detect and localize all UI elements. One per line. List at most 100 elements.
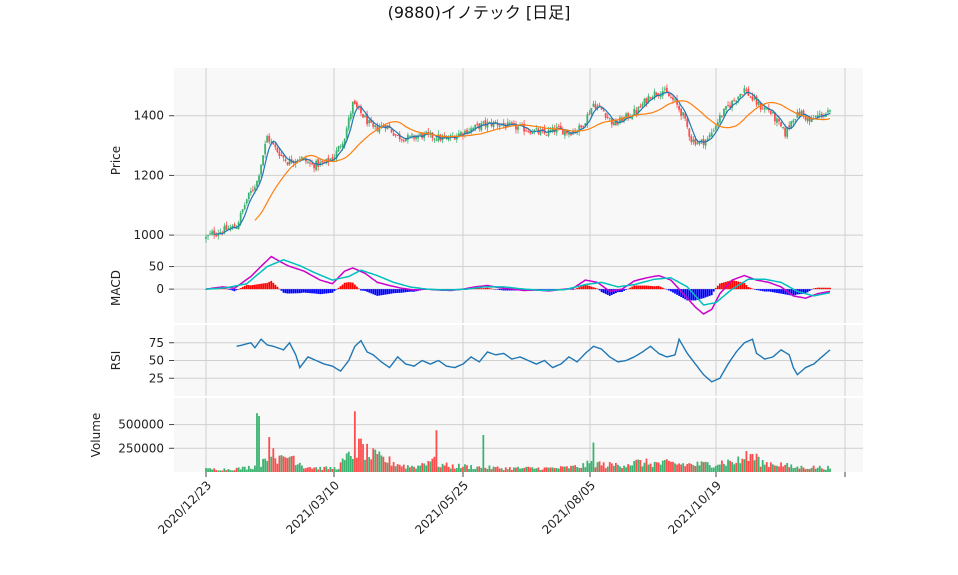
volume-bar (772, 464, 774, 472)
macd-hist-bar (655, 286, 658, 290)
macd-hist-bar (392, 289, 395, 294)
ytick-label-price: 1000 (133, 228, 164, 242)
candle-body (372, 123, 375, 127)
volume-bar (578, 467, 581, 472)
macd-hist-bar (543, 289, 546, 290)
candle-body (349, 113, 352, 120)
volume-bar (820, 468, 823, 472)
macd-hist-bar (672, 289, 674, 293)
macd-hist-bar (496, 289, 499, 290)
volume-bar (468, 469, 470, 472)
volume-bar (769, 462, 772, 472)
macd-hist-bar (714, 288, 717, 290)
volume-bar (360, 438, 362, 472)
volume-bar (806, 468, 809, 472)
volume-bar (792, 467, 795, 472)
volume-bar (686, 464, 689, 472)
candle-body (780, 122, 782, 127)
volume-bar (247, 465, 250, 472)
candle-body (582, 125, 585, 128)
candle-body (225, 224, 228, 230)
macd-hist-bar (704, 289, 707, 298)
macd-hist-bar (676, 289, 678, 295)
macd-hist-bar (570, 289, 572, 290)
volume-bar (513, 467, 515, 472)
candle-body (264, 143, 267, 155)
candle-body (776, 118, 778, 123)
ytick-label-price: 1400 (133, 109, 164, 123)
macd-hist-bar (670, 289, 672, 292)
xtick-label: 2021/05/25 (412, 478, 471, 537)
volume-bar (602, 462, 605, 472)
macd-hist-bar (820, 287, 823, 290)
candle-body (647, 96, 650, 102)
volume-bar (411, 465, 413, 472)
volume-bar (421, 463, 424, 472)
candle-body (490, 122, 493, 127)
candle-body (262, 155, 264, 166)
macd-hist-bar (718, 283, 721, 290)
candle-body (484, 120, 487, 127)
macd-hist-bar (300, 289, 303, 293)
macd-hist-bar (247, 285, 250, 290)
candle-body (254, 187, 256, 190)
volume-bar (663, 459, 666, 472)
volume-bar (215, 470, 218, 472)
volume-bar (362, 444, 364, 472)
volume-bar (529, 467, 532, 472)
volume-bar (647, 464, 650, 472)
macd-hist-bar (810, 289, 813, 290)
macd-hist-bar (739, 282, 742, 290)
volume-bar (741, 458, 744, 472)
volume-bar (433, 456, 436, 472)
candle-body (276, 147, 279, 152)
volume-bar (245, 469, 248, 472)
candle-body (480, 123, 483, 131)
volume-bar (767, 467, 770, 472)
candle-body (557, 126, 560, 128)
volume-bar (249, 468, 252, 472)
volume-bar (684, 466, 687, 472)
candle-body (415, 136, 417, 139)
volume-bar (278, 455, 281, 472)
macd-hist-bar (663, 288, 666, 290)
macd-hist-bar (716, 285, 719, 290)
signal-line (205, 258, 831, 306)
macd-hist-bar (390, 289, 393, 294)
candle-body (698, 141, 701, 145)
candle-body (810, 117, 813, 123)
candle-body (243, 205, 246, 210)
candle-body (284, 159, 287, 161)
candle-body (710, 132, 713, 137)
macd-hist-bar (266, 283, 269, 290)
volume-bar (364, 459, 366, 472)
macd-hist-bar (494, 289, 497, 290)
candle-body (541, 129, 544, 131)
volume-bar (455, 468, 458, 472)
candle-body (476, 123, 479, 125)
volume-bar (241, 466, 244, 472)
volume-bar (778, 466, 780, 472)
volume-bar (486, 468, 489, 472)
volume-bar (482, 435, 485, 472)
volume-bar (688, 463, 691, 472)
volume-bar (470, 465, 472, 472)
macd-hist-bar (690, 289, 693, 301)
macd-hist-bar (725, 281, 727, 290)
macd-hist-bar (370, 289, 373, 294)
candle-body (464, 130, 466, 135)
candle-body (411, 134, 413, 136)
candle-body (737, 96, 740, 100)
candle-body (498, 125, 501, 127)
macd-hist-bar (619, 289, 621, 293)
volume-bar (274, 458, 277, 472)
rsi-line (236, 337, 831, 383)
volume-bar (506, 469, 509, 472)
candle-body (307, 161, 309, 163)
volume-bar (386, 462, 389, 472)
macd-hist-bar (592, 287, 595, 290)
candle-body (741, 94, 744, 96)
ytick-label-rsi: 50 (149, 354, 164, 368)
volume-bar (765, 462, 768, 472)
macd-hist-bar (729, 280, 731, 290)
